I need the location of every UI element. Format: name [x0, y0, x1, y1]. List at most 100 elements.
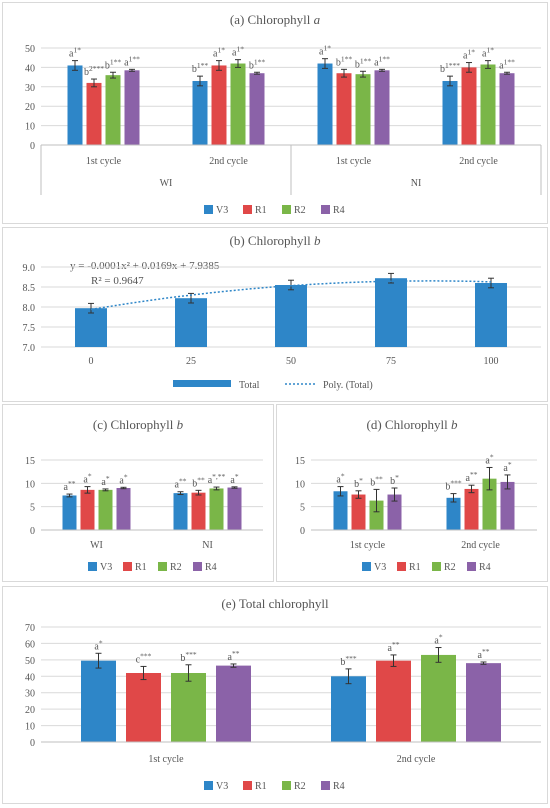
significance-label: a1**	[499, 57, 515, 72]
bar	[116, 488, 131, 530]
bar	[126, 673, 161, 742]
y-tick-label: 5	[30, 503, 35, 514]
panel-b: (b) Chlorophyll b y = -0.0001x² + 0.0169…	[2, 227, 548, 402]
bar	[464, 488, 479, 530]
significance-label: b***	[180, 649, 197, 664]
bar	[62, 495, 77, 530]
bar	[475, 283, 507, 347]
group-label: WI	[160, 178, 173, 189]
bar	[105, 75, 121, 145]
bar	[173, 493, 188, 530]
y-tick-label: 15	[25, 456, 35, 467]
x-tick-label: 2nd cycle	[461, 540, 500, 551]
bar	[249, 73, 265, 145]
legend-label: R2	[294, 205, 306, 216]
x-tick-label: 1st cycle	[148, 754, 184, 765]
y-tick-label: 70	[25, 623, 35, 634]
x-tick-label: 50	[286, 356, 296, 367]
legend-swatch	[321, 781, 330, 790]
chart-c: (c) Chlorophyll b 0 5 10 15 a** a* a* a* WI a** b*…	[25, 417, 263, 573]
legend-swatch	[243, 205, 252, 214]
bar	[191, 492, 206, 530]
chart-d: (d) Chlorophyll b 0 5 10 15 a* b* b** b* 1st cyc…	[295, 417, 537, 573]
chart-e: (e) Total chlorophyll 0 10 20 30 40 50 60 70 a* c…	[25, 596, 541, 792]
legend-label: V3	[374, 562, 386, 573]
panel-e: (e) Total chlorophyll 0 10 20 30 40 50 60 70 a* c…	[2, 586, 548, 804]
legend-label: R4	[479, 562, 491, 573]
bar	[275, 285, 307, 347]
bar	[482, 478, 497, 530]
significance-label: a**	[64, 479, 76, 494]
significance-label: a*	[485, 452, 493, 467]
legend-label: R2	[170, 562, 182, 573]
x-tick-label: 75	[386, 356, 396, 367]
legend-label: R4	[333, 205, 345, 216]
legend-swatch	[88, 562, 97, 571]
legend-label: Total	[239, 380, 260, 391]
bar	[499, 73, 515, 145]
significance-label: a*	[336, 471, 344, 486]
legend-swatch	[158, 562, 167, 571]
significance-label: b1**	[355, 56, 372, 71]
bar	[67, 65, 83, 145]
y-tick-label: 0	[30, 526, 35, 537]
panel-d: (d) Chlorophyll b 0 5 10 15 a* b* b** b* 1st cyc…	[276, 404, 548, 582]
y-tick-label: 20	[25, 705, 35, 716]
bar	[461, 67, 477, 145]
legend-label: V3	[216, 205, 228, 216]
y-tick-label: 5	[300, 503, 305, 514]
y-tick-label: 0	[30, 141, 35, 152]
significance-label: a1*	[482, 45, 494, 60]
legend-label: R1	[255, 205, 267, 216]
bar	[369, 500, 384, 530]
bar	[421, 654, 456, 742]
x-tick-label: 1st cycle	[336, 156, 372, 167]
significance-label: b1**	[336, 54, 353, 68]
bar	[75, 308, 107, 347]
significance-label: b***	[340, 653, 357, 668]
legend-label: R4	[333, 781, 345, 792]
legend-swatch	[204, 781, 213, 790]
bar	[466, 663, 501, 742]
bar	[500, 481, 515, 530]
legend-swatch	[282, 205, 291, 214]
legend-label: Poly. (Total)	[323, 380, 373, 391]
significance-label: a*	[503, 459, 511, 474]
x-tick-label: 2nd cycle	[397, 754, 436, 765]
chart-b: (b) Chlorophyll b y = -0.0001x² + 0.0169…	[23, 233, 541, 391]
x-tick-label: 25	[186, 356, 196, 367]
significance-label: a*,**	[208, 472, 226, 487]
significance-label: a1*	[69, 45, 81, 60]
y-tick-label: 50	[25, 656, 35, 667]
legend-swatch	[432, 562, 441, 571]
trendline-r2: R² = 0.9647	[91, 275, 144, 287]
bar	[387, 494, 402, 530]
significance-label: a*	[119, 472, 127, 487]
significance-label: a1*	[463, 47, 475, 62]
y-tick-label: 15	[295, 456, 305, 467]
chart-title: (c) Chlorophyll b	[93, 417, 184, 432]
y-tick-label: 10	[25, 722, 35, 733]
significance-label: a1**	[124, 54, 140, 68]
significance-label: a*	[101, 473, 109, 488]
bar	[446, 497, 461, 530]
y-tick-label: 10	[295, 479, 305, 490]
legend-label: V3	[100, 562, 112, 573]
significance-label: a**	[228, 648, 240, 663]
y-tick-label: 10	[25, 479, 35, 490]
bar	[192, 80, 208, 145]
x-tick-label: NI	[202, 540, 213, 551]
x-tick-label: WI	[90, 540, 103, 551]
bar	[317, 63, 333, 145]
y-tick-label: 20	[25, 102, 35, 113]
bar	[211, 65, 227, 145]
chart-title: (d) Chlorophyll b	[367, 417, 459, 432]
significance-label: b1***	[440, 61, 460, 76]
significance-label: b1**	[249, 57, 266, 72]
chart-title: (e) Total chlorophyll	[221, 596, 329, 611]
significance-label: a*	[94, 638, 102, 653]
bar	[81, 660, 116, 742]
bar	[80, 489, 95, 530]
chart-title: (a) Chlorophyll a	[230, 12, 321, 27]
